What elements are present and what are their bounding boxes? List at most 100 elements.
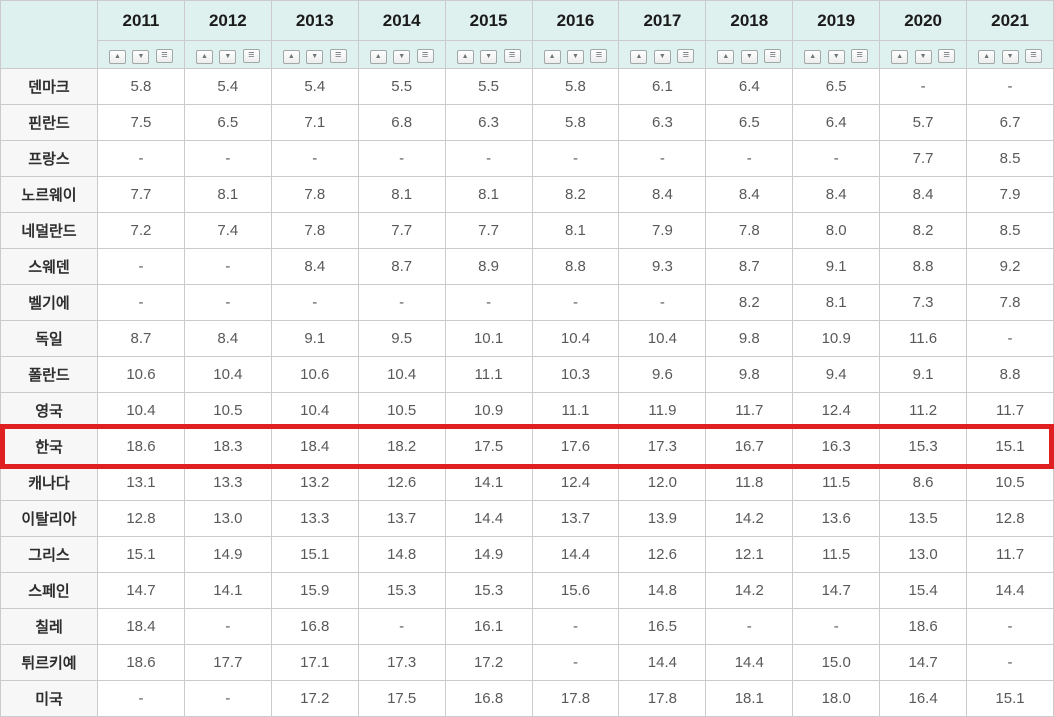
table-row-highlighted: 한국 18.6 18.3 18.4 18.2 17.5 17.6 17.3 16.7 16.3 1… [0, 428, 1054, 465]
value-cell: 17.3 [357, 644, 446, 681]
country-cell: 미국 [0, 680, 98, 717]
sort-asc-icon: ▲ [983, 53, 991, 61]
value-cell: - [270, 284, 359, 321]
sort-ascending-button[interactable]: ▲ [717, 49, 735, 64]
sort-ascending-button[interactable]: ▲ [282, 49, 300, 64]
column-menu-button[interactable]: ≡ [242, 49, 260, 64]
sort-desc-icon: ▼ [224, 53, 232, 61]
value-cell: 6.3 [618, 104, 707, 141]
value-cell: 12.8 [97, 500, 185, 537]
value-cell: 17.2 [270, 680, 359, 717]
value-cell: 16.8 [444, 680, 533, 717]
sort-descending-button[interactable]: ▼ [653, 49, 671, 64]
column-menu-button[interactable]: ≡ [1024, 49, 1042, 64]
value-cell: 8.8 [879, 248, 968, 285]
sort-controls-cell: ▲ ▼ ≡ [444, 40, 533, 69]
year-header: 2018 [705, 0, 794, 41]
corner-cell [0, 0, 98, 69]
value-cell: 15.1 [270, 536, 359, 573]
sort-descending-button[interactable]: ▼ [306, 49, 324, 64]
value-cell: 18.1 [705, 680, 794, 717]
value-cell: 6.4 [705, 68, 794, 105]
column-menu-button[interactable]: ≡ [503, 49, 521, 64]
sort-ascending-button[interactable]: ▲ [369, 49, 387, 64]
value-cell: 14.4 [444, 500, 533, 537]
column-menu-icon: ≡ [335, 49, 342, 62]
sort-descending-button[interactable]: ▼ [566, 49, 584, 64]
column-menu-button[interactable]: ≡ [416, 49, 434, 64]
value-cell: - [966, 608, 1054, 645]
sort-ascending-button[interactable]: ▲ [109, 49, 126, 64]
value-cell: 6.7 [966, 104, 1054, 141]
value-cell: 14.8 [357, 536, 446, 573]
column-menu-icon: ≡ [248, 49, 255, 62]
sort-descending-button[interactable]: ▼ [480, 49, 498, 64]
column-menu-button[interactable]: ≡ [329, 49, 347, 64]
column-menu-icon: ≡ [1030, 49, 1037, 62]
value-cell: 16.7 [705, 428, 794, 465]
value-cell: 15.9 [270, 572, 359, 609]
sort-controls-cell: ▲ ▼ ≡ [531, 40, 620, 69]
value-cell: - [270, 140, 359, 177]
sort-ascending-button[interactable]: ▲ [456, 49, 474, 64]
column-menu-button[interactable]: ≡ [677, 49, 695, 64]
table-row: 튀르키예 18.6 17.7 17.1 17.3 17.2-14.4 14.4 15.0 14… [0, 644, 1054, 681]
sort-descending-button[interactable]: ▼ [393, 49, 411, 64]
year-header: 2019 [792, 0, 881, 41]
value-cell: - [792, 608, 881, 645]
value-cell: - [183, 248, 272, 285]
column-menu-button[interactable]: ≡ [590, 49, 608, 64]
column-menu-icon: ≡ [682, 49, 690, 62]
value-cell: 10.4 [618, 320, 707, 357]
value-cell: 13.1 [97, 464, 185, 501]
sort-ascending-button[interactable]: ▲ [630, 49, 648, 64]
value-cell: 9.2 [966, 248, 1054, 285]
column-menu-button[interactable]: ≡ [938, 49, 956, 64]
sort-controls-row: ▲ ▼ ≡ ▲ ▼ ≡ ▲ ▼ ≡ ▲ ▼ [1, 40, 1054, 69]
value-cell: 8.1 [357, 176, 446, 213]
year-header: 2013 [270, 0, 359, 41]
sort-ascending-button[interactable]: ▲ [804, 49, 822, 64]
value-cell: 10.4 [97, 392, 185, 429]
value-cell: 8.6 [879, 464, 968, 501]
value-cell: 6.5 [705, 104, 794, 141]
value-cell: 9.5 [357, 320, 446, 357]
value-cell: 7.1 [270, 104, 359, 141]
sort-ascending-button[interactable]: ▲ [195, 49, 213, 64]
value-cell: - [618, 140, 707, 177]
sort-asc-icon: ▲ [114, 53, 121, 61]
value-cell: 10.3 [531, 356, 620, 393]
table-row: 칠레 18.4-16.8-16.1-16.5- -18.6- [0, 608, 1054, 645]
sort-descending-button[interactable]: ▼ [740, 49, 758, 64]
value-cell: 7.2 [97, 212, 185, 249]
sort-descending-button[interactable]: ▼ [132, 49, 150, 64]
value-cell: 8.9 [444, 248, 533, 285]
value-cell: 5.5 [357, 68, 446, 105]
value-cell: 10.4 [357, 356, 446, 393]
value-cell: 5.4 [183, 68, 272, 105]
value-cell: 10.4 [531, 320, 620, 357]
value-cell: 8.0 [792, 212, 881, 249]
value-cell: - [966, 644, 1054, 681]
column-menu-button[interactable]: ≡ [764, 49, 782, 64]
table-row: 스페인 14.7 14.1 15.9 15.3 15.3 15.6 14.8 14.2 14.7… [0, 572, 1054, 609]
sort-ascending-button[interactable]: ▲ [543, 49, 561, 64]
value-cell: 13.7 [531, 500, 620, 537]
country-cell: 네덜란드 [0, 212, 98, 249]
sort-descending-button[interactable]: ▼ [219, 49, 237, 64]
table-row: 네덜란드 7.2 7.4 7.8 7.7 7.7 8.1 7.9 7.8 8.0 8.2 8.5 [0, 212, 1054, 249]
value-cell: 18.2 [357, 428, 446, 465]
sort-descending-button[interactable]: ▼ [1001, 49, 1019, 64]
column-menu-button[interactable]: ≡ [851, 49, 869, 64]
sort-ascending-button[interactable]: ▲ [891, 49, 909, 64]
column-menu-button[interactable]: ≡ [155, 49, 173, 64]
value-cell: 18.4 [97, 608, 185, 645]
value-cell: 18.6 [97, 428, 185, 465]
sort-descending-button[interactable]: ▼ [827, 49, 845, 64]
value-cell: 14.4 [966, 572, 1054, 609]
country-cell: 튀르키예 [0, 644, 98, 681]
value-cell: 17.1 [270, 644, 359, 681]
sort-descending-button[interactable]: ▼ [914, 49, 932, 64]
sort-ascending-button[interactable]: ▲ [978, 49, 996, 64]
